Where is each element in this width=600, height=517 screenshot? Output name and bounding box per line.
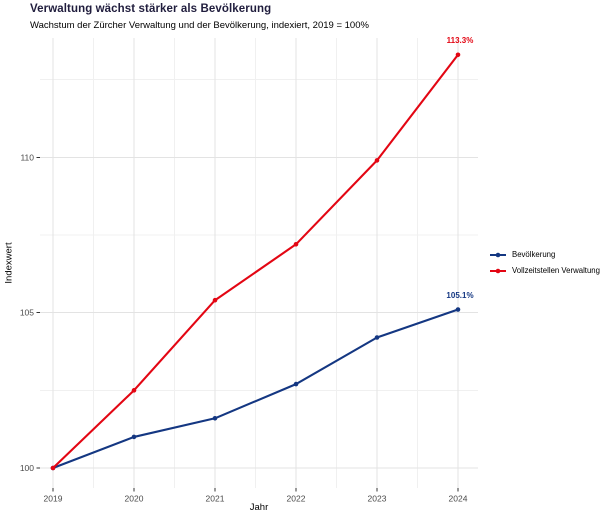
x-tick-label: 2022 xyxy=(287,494,306,504)
end-value-label-verwaltung: 113.3% xyxy=(446,35,474,45)
legend-item-bevoelkerung: Bevölkerung xyxy=(489,249,600,260)
y-tick-label: 110 xyxy=(20,152,34,162)
x-tick-label: 2020 xyxy=(125,494,144,504)
series-line xyxy=(51,308,460,470)
data-point xyxy=(50,465,56,471)
data-point xyxy=(455,52,461,58)
data-point xyxy=(374,158,380,163)
data-point xyxy=(293,381,299,387)
data-point xyxy=(374,335,380,340)
series-line xyxy=(51,53,460,470)
legend-item-verwaltung: Vollzeitstellen Verwaltung xyxy=(489,265,600,276)
legend-label-bevoelkerung: Bevölkerung xyxy=(512,250,556,259)
data-point xyxy=(293,241,299,247)
legend: Bevölkerung Vollzeitstellen Verwaltung xyxy=(489,249,600,281)
end-value-label-bevoelkerung: 105.1% xyxy=(446,290,474,300)
x-axis-title: Jahr xyxy=(249,502,269,513)
x-tick-label: 2024 xyxy=(449,494,468,504)
x-tick-label: 2023 xyxy=(368,494,387,504)
data-point xyxy=(455,307,461,312)
x-tick-label: 2019 xyxy=(44,494,63,504)
legend-label-verwaltung: Vollzeitstellen Verwaltung xyxy=(512,266,600,275)
x-tick-label: 2021 xyxy=(206,494,225,504)
data-point xyxy=(212,415,218,421)
y-tick-label: 105 xyxy=(20,308,34,318)
chart-subtitle: Wachstum der Zürcher Verwaltung und der … xyxy=(30,20,369,31)
data-point xyxy=(212,297,218,303)
line-point-marker-icon xyxy=(490,268,506,273)
line-point-marker-icon xyxy=(490,252,506,257)
y-axis-title: Indexwert xyxy=(3,242,15,284)
data-point xyxy=(131,388,137,393)
chart-title: Verwaltung wächst stärker als Bevölkerun… xyxy=(30,3,272,15)
y-tick-label: 100 xyxy=(20,463,34,473)
data-point xyxy=(131,434,137,440)
